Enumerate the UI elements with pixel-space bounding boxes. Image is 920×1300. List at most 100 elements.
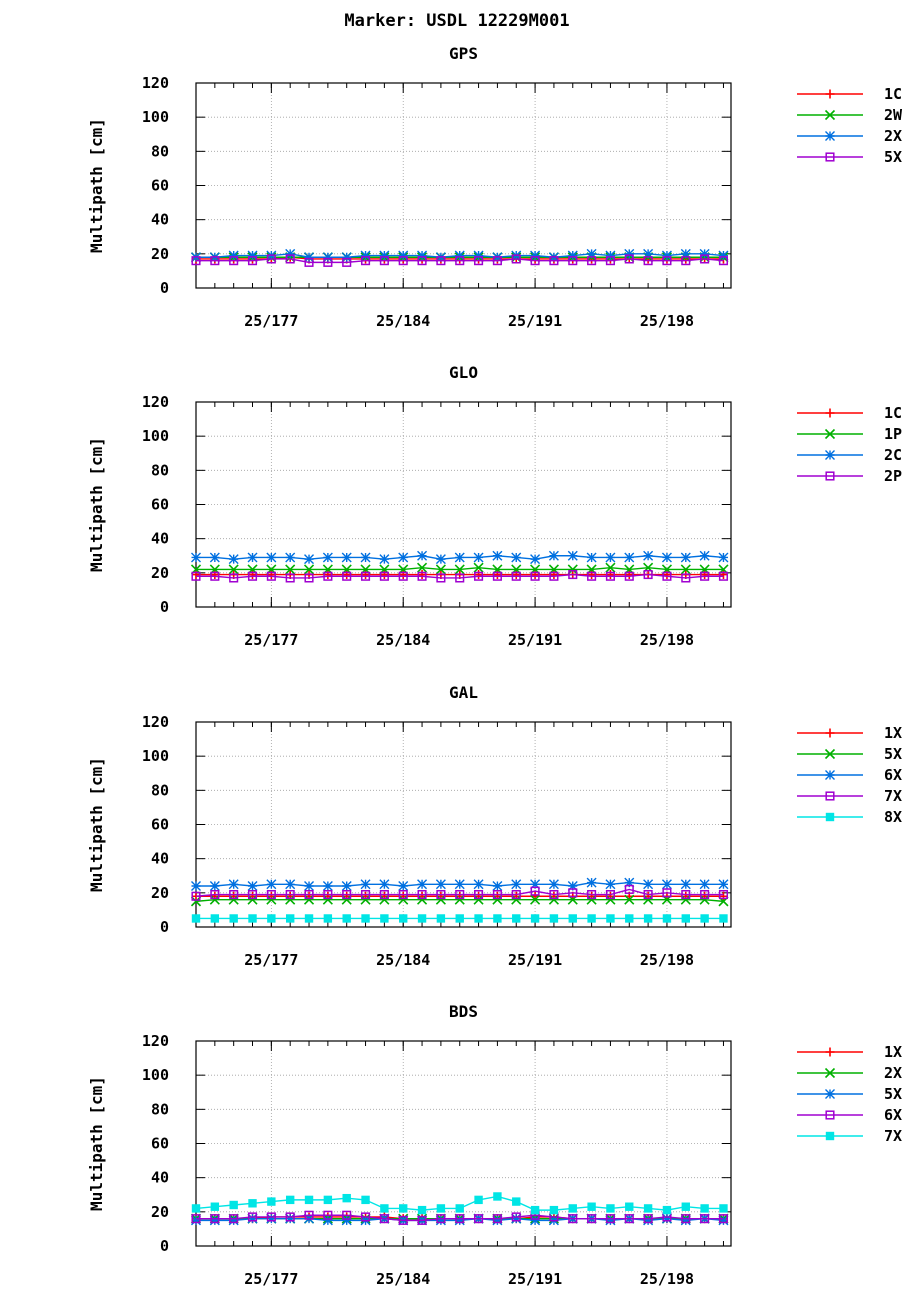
data-point [304, 252, 315, 263]
x-tick-label: 25/177 [244, 1270, 298, 1288]
data-point [416, 562, 428, 573]
x-tick-label: 25/198 [640, 1270, 694, 1288]
data-point [700, 570, 710, 580]
data-point [718, 570, 728, 580]
data-point [568, 1204, 577, 1213]
data-point [398, 889, 408, 900]
y-axis-label: Multipath [cm] [87, 437, 106, 572]
data-point [568, 256, 578, 266]
data-point [568, 914, 577, 923]
data-point [454, 894, 465, 905]
legend-label: 5X [884, 148, 902, 166]
data-point [474, 889, 484, 900]
data-point [718, 889, 729, 900]
data-point [323, 889, 333, 900]
legend-entry-1C: 1C [797, 85, 902, 103]
data-point [323, 257, 333, 267]
data-point [228, 879, 239, 890]
data-point [455, 914, 464, 923]
data-point [473, 250, 484, 261]
data-point [681, 889, 691, 900]
data-point [436, 1204, 446, 1213]
legend-label: 1X [884, 724, 902, 742]
data-point [625, 1202, 634, 1211]
legend-entry-1C: 1C [797, 404, 902, 422]
data-point [548, 550, 559, 561]
data-point [587, 571, 597, 581]
data-point [304, 914, 314, 923]
y-tick-label: 0 [160, 279, 169, 297]
data-point [719, 1204, 728, 1213]
x-tick-label: 25/177 [244, 951, 298, 969]
legend-label: 8X [884, 808, 902, 826]
data-point [304, 1195, 314, 1205]
data-point [680, 552, 691, 563]
data-point [379, 889, 389, 900]
data-point [530, 914, 540, 923]
data-point [266, 570, 276, 580]
legend-marker [824, 1067, 836, 1079]
x-tick-label: 25/198 [640, 951, 694, 969]
data-point [568, 569, 578, 580]
data-point [191, 552, 201, 563]
data-point [662, 256, 672, 266]
data-point [586, 248, 597, 259]
data-point [700, 1204, 709, 1213]
data-point [248, 1199, 257, 1208]
y-tick-label: 100 [142, 427, 169, 445]
data-point [643, 889, 653, 900]
data-point [586, 552, 597, 563]
data-point [473, 894, 484, 905]
data-point [474, 256, 484, 266]
data-point [417, 889, 427, 900]
data-point [304, 881, 315, 891]
data-point [303, 564, 315, 575]
data-point [379, 879, 390, 890]
data-point [228, 554, 239, 565]
data-point [191, 570, 201, 580]
data-point [511, 552, 522, 563]
data-point [191, 1215, 201, 1226]
x-tick-label: 25/177 [244, 312, 298, 330]
legend-entry-1X: 1X [797, 724, 902, 742]
data-point [643, 914, 653, 923]
data-point [700, 914, 709, 923]
data-point [417, 1205, 427, 1215]
data-point [680, 894, 691, 905]
legend-entry-1X: 1X [797, 1043, 902, 1061]
x-tick-label: 25/184 [376, 951, 430, 969]
y-tick-label: 40 [151, 530, 169, 548]
legend-label: 7X [884, 1127, 902, 1145]
data-point [341, 252, 352, 263]
data-point [662, 570, 672, 580]
data-point [680, 248, 691, 259]
data-point [530, 1205, 540, 1215]
data-point [398, 552, 409, 563]
data-point [361, 1195, 370, 1205]
legend-label: 2C [884, 446, 902, 464]
y-tick-label: 20 [151, 884, 169, 902]
y-tick-label: 80 [151, 461, 169, 479]
data-point [700, 571, 710, 581]
legend-label: 1X [884, 1043, 902, 1061]
data-point [606, 1204, 615, 1213]
data-point [323, 914, 333, 923]
data-point [266, 552, 277, 563]
x-tick-label: 25/191 [508, 1270, 562, 1288]
data-point [549, 914, 559, 923]
data-point [285, 889, 295, 900]
data-point [191, 571, 201, 581]
data-point [567, 550, 578, 561]
legend-label: 1C [884, 404, 902, 422]
legend-entry-5X: 5X [797, 745, 902, 763]
data-point [681, 1202, 690, 1211]
data-point [530, 1215, 541, 1226]
data-point [229, 573, 239, 583]
data-point [625, 914, 634, 923]
data-point [492, 894, 503, 905]
legend-label: 2W [884, 106, 903, 124]
data-point [379, 894, 390, 905]
y-tick-label: 40 [151, 850, 169, 868]
data-point [399, 1204, 408, 1213]
data-point [681, 573, 691, 583]
